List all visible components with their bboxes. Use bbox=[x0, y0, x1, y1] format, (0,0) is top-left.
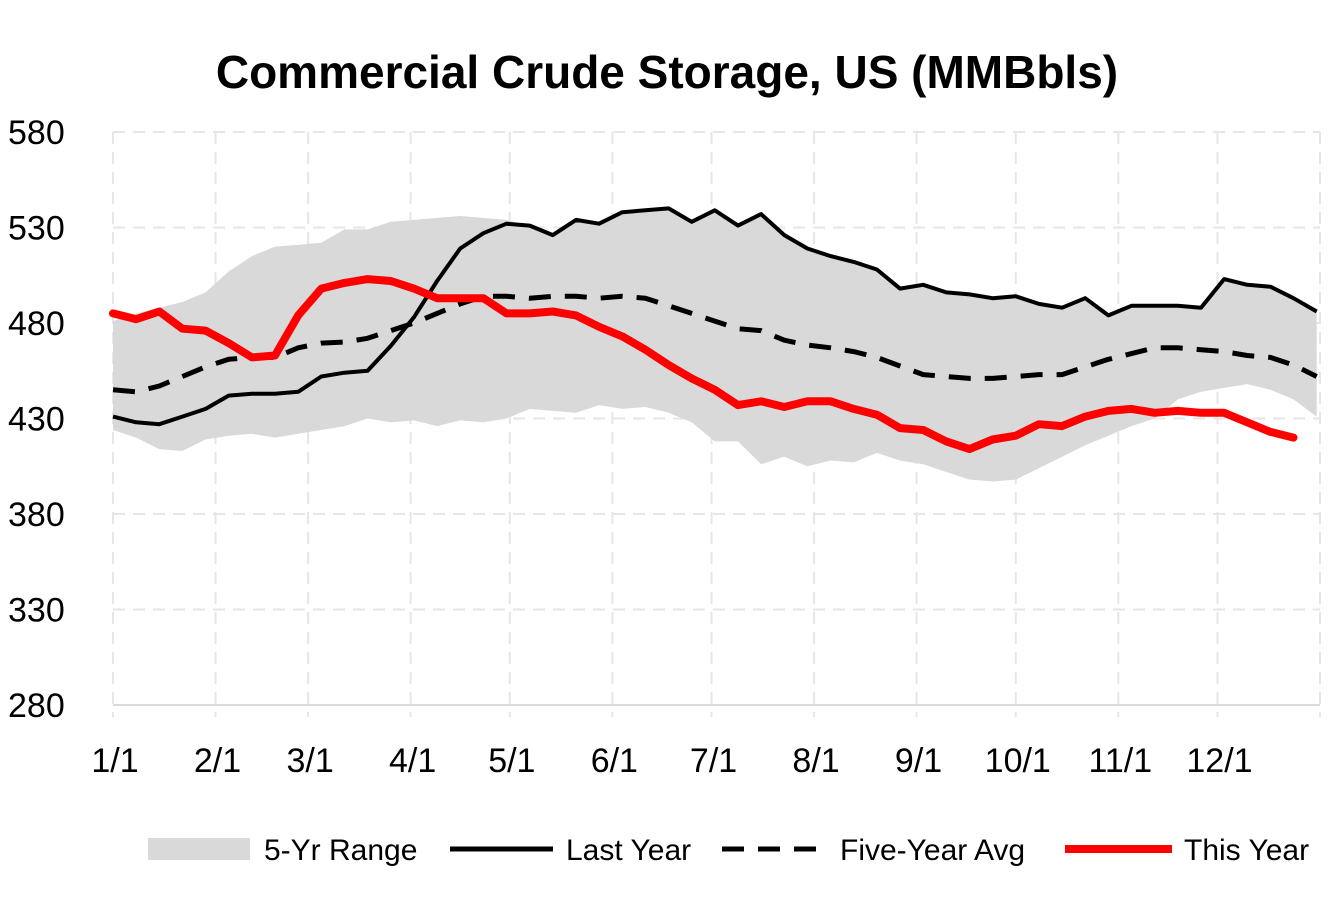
x-tick-label: 10/1 bbox=[985, 742, 1051, 780]
series-line-five-year-avg bbox=[112, 293, 1318, 395]
x-tick-label: 12/1 bbox=[1186, 742, 1252, 780]
y-axis-ticks: 580 530 480 430 380 330 280 bbox=[8, 114, 65, 725]
x-tick-label: 5/1 bbox=[488, 742, 535, 780]
range-area bbox=[113, 208, 1317, 482]
legend-item-five-year-avg: Five-Year Avg bbox=[722, 834, 1025, 867]
series-line-this-year bbox=[109, 275, 1298, 454]
y-tick-label: 580 bbox=[8, 114, 65, 152]
x-tick-label: 6/1 bbox=[591, 742, 638, 780]
legend-item-last-year: Last Year bbox=[450, 834, 691, 867]
legend-label-five-year-avg: Five-Year Avg bbox=[840, 834, 1025, 867]
x-tick-label: 2/1 bbox=[194, 742, 241, 780]
legend: 5-Yr Range Last Year Five-Year Avg This … bbox=[148, 834, 1309, 867]
x-tick-label: 9/1 bbox=[895, 742, 942, 780]
x-tick-label: 8/1 bbox=[792, 742, 839, 780]
series-lines bbox=[109, 206, 1318, 454]
x-tick-label: 3/1 bbox=[286, 742, 333, 780]
y-tick-label: 380 bbox=[8, 496, 65, 534]
range-band bbox=[113, 208, 1317, 482]
series-line-last-year bbox=[112, 206, 1318, 427]
y-tick-label: 280 bbox=[8, 687, 65, 725]
legend-item-this-year: This Year bbox=[1065, 834, 1309, 867]
y-tick-label: 430 bbox=[8, 401, 65, 439]
x-tick-label: 4/1 bbox=[389, 742, 436, 780]
x-axis-ticks: 1/1 2/1 3/1 4/1 5/1 6/1 7/1 8/1 9/1 10/1 11/1 12/1 bbox=[91, 742, 1252, 780]
chart-title: Commercial Crude Storage, US (MMBbls) bbox=[216, 46, 1118, 98]
legend-label-range: 5-Yr Range bbox=[264, 834, 417, 867]
x-tick-label: 7/1 bbox=[690, 742, 737, 780]
legend-label-last-year: Last Year bbox=[566, 834, 691, 867]
y-tick-label: 330 bbox=[8, 592, 65, 630]
x-tick-label: 11/1 bbox=[1088, 742, 1152, 780]
legend-swatch-range bbox=[148, 838, 250, 860]
x-tick-label: 1/1 bbox=[91, 742, 138, 780]
legend-item-range: 5-Yr Range bbox=[148, 834, 417, 867]
legend-label-this-year: This Year bbox=[1184, 834, 1309, 867]
y-tick-label: 530 bbox=[8, 210, 65, 248]
y-tick-label: 480 bbox=[8, 305, 65, 343]
